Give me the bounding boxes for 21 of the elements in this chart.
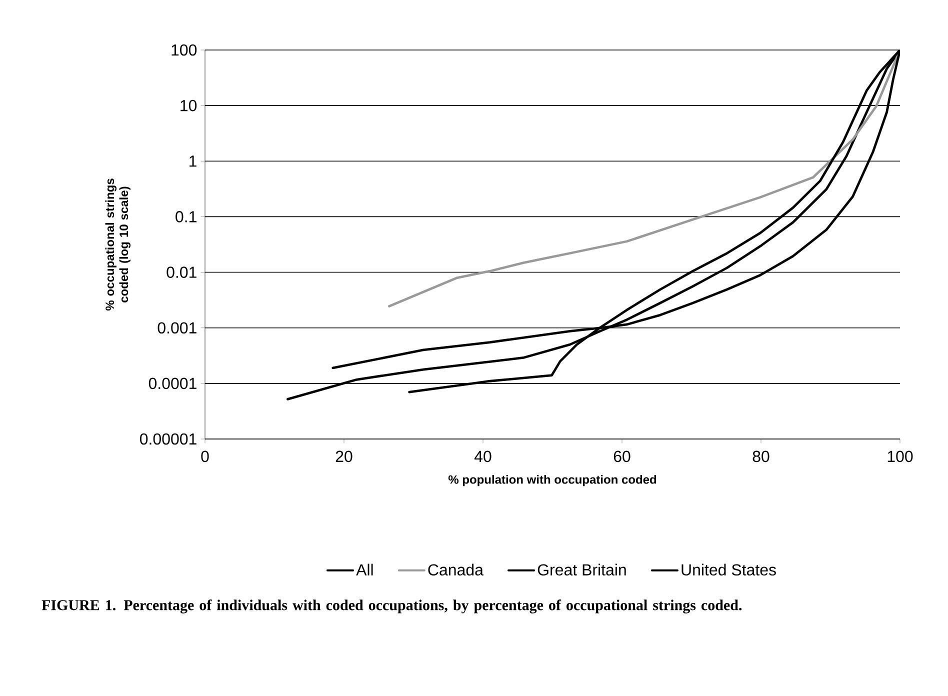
x-tick-label: 20	[336, 450, 352, 462]
x-tick-label: 40	[474, 450, 492, 462]
x-axis-title: % population with occupation coded	[448, 474, 656, 486]
y-tick-label: 100	[172, 44, 197, 56]
x-tick-label: 100	[888, 450, 913, 462]
y-axis-title: % occupational strings coded (log 10 scale)	[105, 178, 131, 311]
y-tick-label: 0.00001	[140, 433, 196, 445]
y-tick-label: 0.001	[158, 322, 196, 334]
y-tick-label: 0.0001	[148, 378, 196, 390]
legend-label: Canada	[428, 564, 484, 576]
legend-label: Great Britain	[538, 564, 626, 576]
x-tick-label: 60	[614, 450, 630, 462]
y-tick-label: 0.1	[176, 211, 196, 222]
caption: FIGURE 1. Percentage of individuals with coded occupations, by percentage of occupational strings coded.	[42, 600, 742, 614]
y-tick-label: 0.01	[166, 266, 196, 278]
legend-label: United States	[682, 564, 776, 576]
y-tick-label: 10	[180, 100, 197, 112]
x-tick-label: 80	[752, 450, 770, 462]
legend-label: All	[356, 564, 373, 576]
x-tick-label: 0	[201, 450, 209, 462]
y-tick-label: 1	[190, 156, 196, 167]
